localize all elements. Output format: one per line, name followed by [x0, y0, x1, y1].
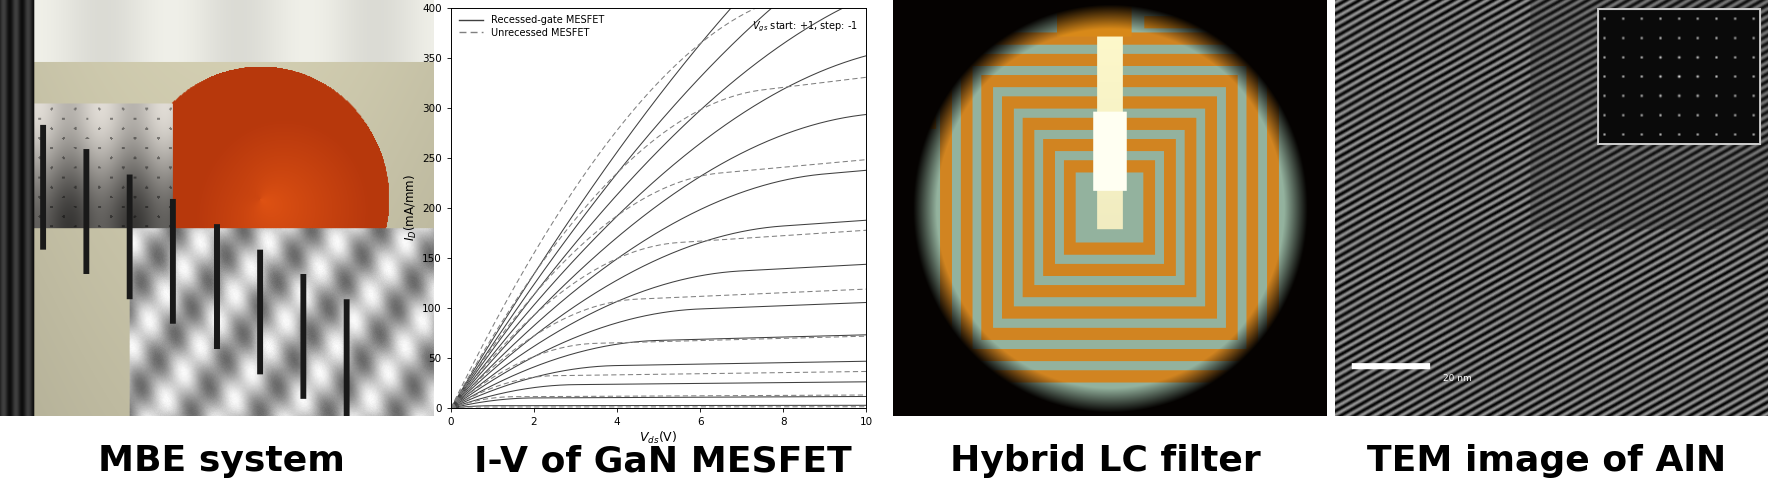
Text: Hybrid LC filter: Hybrid LC filter	[949, 444, 1261, 478]
Text: TEM image of AlN: TEM image of AlN	[1367, 444, 1727, 478]
Legend: Recessed-gate MESFET, Unrecessed MESFET: Recessed-gate MESFET, Unrecessed MESFET	[456, 13, 606, 41]
Y-axis label: $I_D$(mA/mm): $I_D$(mA/mm)	[403, 174, 419, 241]
Text: MBE system: MBE system	[97, 444, 345, 478]
Text: $V_{gs}$ start: +1, step: -1: $V_{gs}$ start: +1, step: -1	[751, 20, 857, 34]
Text: I-V of GaN MESFET: I-V of GaN MESFET	[474, 444, 852, 478]
Text: 20 nm: 20 nm	[1443, 374, 1473, 383]
X-axis label: $V_{ds}$(V): $V_{ds}$(V)	[640, 430, 677, 446]
